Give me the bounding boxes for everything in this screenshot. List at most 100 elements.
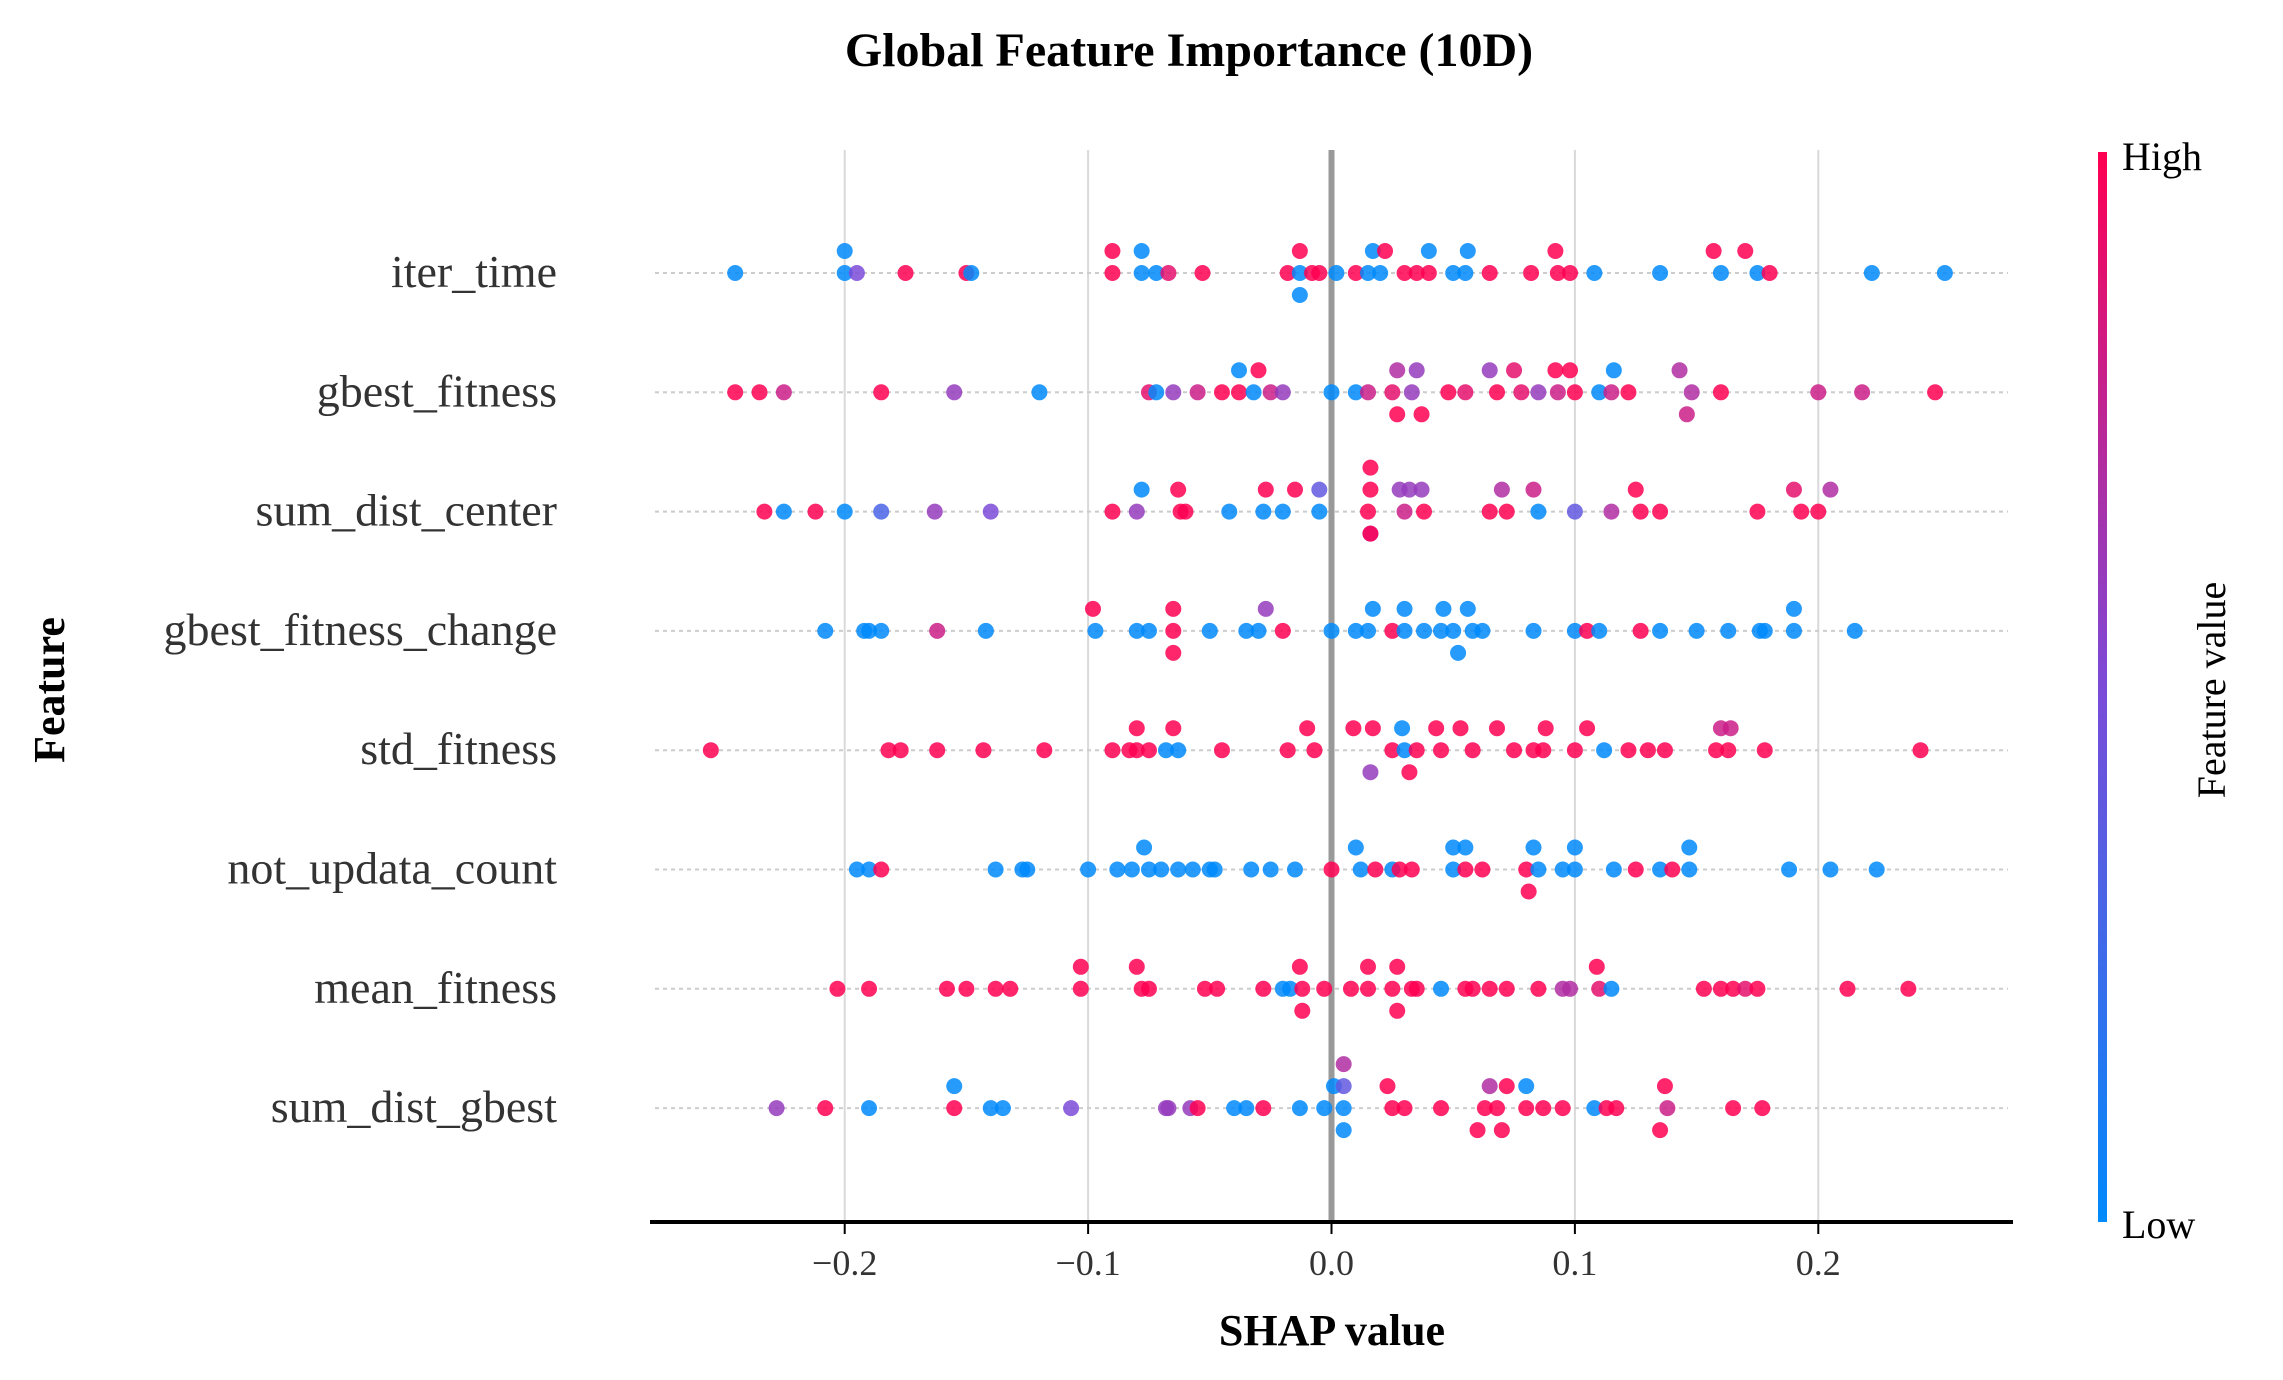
shap-point [1588,958,1605,975]
shap-point [1513,384,1530,401]
shap-point [1345,720,1362,737]
shap-point [1389,406,1406,423]
shap-point [1415,622,1432,639]
shap-point [1031,384,1048,401]
shap-point [1785,622,1802,639]
shap-point [946,384,963,401]
shap-point [1389,1002,1406,1019]
feature-label: std_fitness [360,723,557,774]
shap-point [1506,742,1523,759]
shap-point [1170,481,1187,498]
shap-point [1133,243,1150,259]
shap-point [1810,503,1827,520]
shap-point [1603,384,1620,401]
shap-point [1457,861,1474,878]
shap-point [1316,980,1333,997]
shap-point [1128,720,1145,737]
shap-point [1238,1100,1255,1117]
shap-point [836,265,853,281]
shap-point [861,980,878,997]
shap-point [1761,265,1778,281]
shap-point [1457,839,1474,856]
shap-point [1360,265,1377,281]
shap-point [1364,720,1381,737]
shap-point [1109,861,1126,878]
shap-point [1165,600,1182,617]
shap-point [1311,503,1328,520]
shap-point [1433,742,1450,759]
shap-point [1712,980,1729,997]
shap-point [817,1100,834,1117]
shap-point [1084,600,1101,617]
shap-point [1620,742,1637,759]
shap-point [1549,265,1566,281]
shap-point [1562,362,1579,379]
shap-point [1781,861,1798,878]
shap-point [1493,481,1510,498]
shap-point [1364,600,1381,617]
shap-point [1562,980,1579,997]
shap-point [1360,622,1377,639]
shap-point [1104,265,1121,281]
shap-point [1863,265,1880,281]
shap-point [1620,384,1637,401]
shap-point [1140,980,1157,997]
shap-point [1530,384,1547,401]
shap-point [1420,243,1437,259]
shap-point [1170,861,1187,878]
shap-point [1286,861,1303,878]
shap-point [1226,1100,1243,1117]
shap-point [1605,362,1622,379]
shap-point [1128,622,1145,639]
shap-point [1523,265,1540,281]
shap-point [1396,503,1413,520]
shap-point [946,1078,963,1095]
shap-point [1639,742,1656,759]
shap-point [1749,503,1766,520]
shap-point [751,384,768,401]
shap-point [1231,384,1248,401]
shap-point [1596,742,1613,759]
shap-point [1413,406,1430,423]
shap-point [1530,503,1547,520]
shap-point [1754,1100,1771,1117]
shap-point [1002,980,1019,997]
shap-point [1712,384,1729,401]
shap-point [1316,1100,1333,1117]
shap-point [1165,644,1182,661]
shap-point [1591,384,1608,401]
shap-point [829,980,846,997]
colorbar [2098,152,2107,1222]
shap-point [1213,742,1230,759]
shap-point [1530,980,1547,997]
shap-point [1133,481,1150,498]
shap-point [817,622,834,639]
shap-point [1652,622,1669,639]
shap-point [1708,742,1725,759]
shap-point [1177,503,1194,520]
shap-point [873,503,890,520]
shap-point [1104,503,1121,520]
shap-point [1408,742,1425,759]
shap-point [807,503,824,520]
shap-point [1846,622,1863,639]
shap-point [1364,243,1381,259]
shap-point [1384,384,1401,401]
shap-point [1262,861,1279,878]
shap-point [1389,362,1406,379]
shap-point [977,622,994,639]
shap-point [1591,980,1608,997]
shap-point [1912,742,1929,759]
shap-point [1136,839,1153,856]
shap-point [1457,384,1474,401]
shap-point [1722,720,1739,737]
shap-point [1245,384,1262,401]
shap-point [1810,384,1827,401]
shap-point [1367,861,1384,878]
shap-point [1255,980,1272,997]
shap-point [1255,503,1272,520]
shap-point [1255,1100,1272,1117]
shap-point [1445,861,1462,878]
shap-point [1128,503,1145,520]
shap-point [1749,980,1766,997]
